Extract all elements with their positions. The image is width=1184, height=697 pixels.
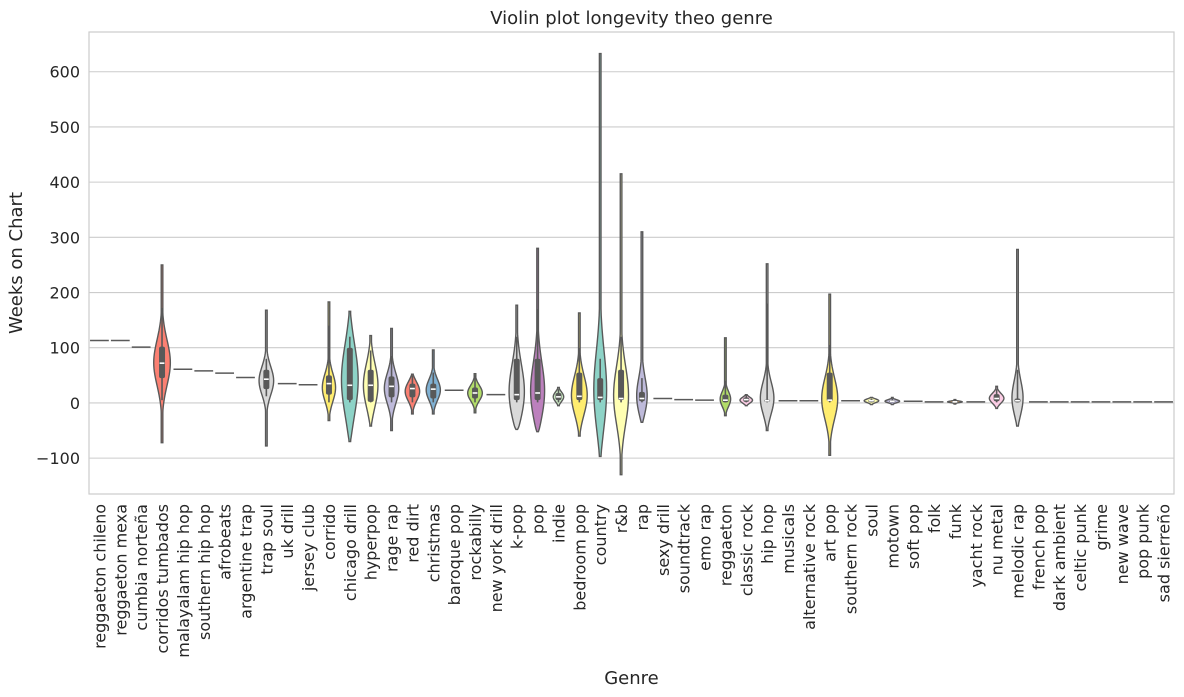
y-tick-label: 400 (49, 173, 80, 192)
violin-body (635, 231, 648, 423)
y-tick-label: 100 (49, 339, 80, 358)
x-tick-label: afrobeats (216, 504, 235, 580)
y-tick-label: −100 (36, 449, 80, 468)
violin-body (612, 173, 630, 476)
x-tick-label: corridos tumbados (153, 504, 172, 654)
y-tick-labels: −100 0 100 200 300 400 500 600 (36, 63, 80, 468)
y-tick-label: 500 (49, 118, 80, 137)
x-tick-label: hyperpop (362, 504, 381, 580)
violin-box (576, 372, 583, 401)
y-axis-title: Weeks on Chart (6, 192, 27, 334)
x-tick-label: musicals (779, 504, 798, 574)
y-tick-label: 600 (49, 63, 80, 82)
x-tick-label: reggaeton (716, 504, 735, 586)
violin-box (993, 394, 1000, 402)
x-tick-label: celtic punk (1071, 503, 1090, 591)
x-axis-title: Genre (604, 668, 659, 689)
x-tick-label: red dirt (403, 504, 422, 563)
x-tick-label: christmas (424, 504, 443, 582)
x-tick-label: trap soul (257, 504, 276, 575)
x-tick-label: southern rock (842, 503, 861, 614)
x-tick-labels: reggaeton chileno reggaeton mexa cumbia no… (90, 503, 1173, 657)
x-tick-label: yacht rock (967, 503, 986, 587)
plot-frame (88, 31, 1175, 495)
violin-body (719, 337, 732, 417)
x-tick-label: soundtrack (675, 503, 694, 593)
grid (89, 71, 1174, 459)
x-tick-label: k-pop (508, 504, 527, 549)
x-tick-label: rap (633, 504, 652, 531)
violin-body (593, 52, 608, 458)
x-tick-label: dark ambient (1050, 504, 1069, 611)
x-tick-label: reggaeton chileno (90, 504, 109, 649)
x-tick-label: grime (1092, 504, 1111, 551)
y-tick-label: 0 (70, 394, 80, 413)
violin-box (409, 383, 416, 398)
x-tick-label: r&b (612, 504, 631, 533)
x-tick-label: indie (549, 504, 568, 543)
violin-body (1011, 248, 1024, 427)
x-tick-label: pop (529, 504, 548, 534)
x-tick-label: uk drill (278, 504, 297, 559)
x-tick-label: soul (862, 504, 881, 537)
x-tick-label: french pop (1029, 504, 1048, 590)
x-tick-label: southern hip hop (195, 504, 214, 640)
x-tick-label: rage rap (383, 504, 402, 572)
violin-box (618, 369, 625, 401)
x-tick-label: folk (925, 503, 944, 533)
x-tick-label: sad sierreño (1155, 504, 1174, 602)
x-tick-label: emo rap (696, 504, 715, 571)
y-tick-label: 300 (49, 228, 80, 247)
x-tick-label: alternative rock (800, 503, 819, 630)
violin-box (346, 347, 353, 401)
x-tick-label: new wave (1113, 504, 1132, 584)
x-tick-label: baroque pop (445, 504, 464, 605)
x-tick-label: hip hop (758, 504, 777, 564)
violin-box (534, 358, 541, 401)
x-tick-label: nu metal (988, 504, 1007, 575)
x-tick-label: country (591, 504, 610, 565)
violin-box (826, 372, 833, 402)
x-tick-label: jersey club (299, 504, 318, 592)
x-tick-label: cumbia norteña (132, 504, 151, 631)
x-tick-label: pop punk (1134, 503, 1153, 579)
x-tick-label: melodic rap (1009, 504, 1028, 599)
x-tick-label: classic rock (737, 503, 756, 596)
x-tick-label: art pop (821, 504, 840, 562)
violin-box (638, 391, 645, 402)
x-tick-label: argentine trap (236, 504, 255, 619)
x-tick-label: rockabilly (466, 504, 485, 581)
violin-box (325, 375, 332, 395)
violin-box (722, 394, 729, 403)
x-tick-label: chicago drill (341, 504, 360, 601)
violin-box (513, 358, 520, 401)
violin-box (597, 378, 604, 401)
x-tick-label: funk (946, 503, 965, 539)
y-tick-label: 200 (49, 284, 80, 303)
x-tick-label: corrido (320, 504, 339, 560)
x-tick-label: sexy drill (654, 504, 673, 576)
violin-box (430, 383, 437, 399)
x-tick-label: malayalam hip hop (174, 504, 193, 658)
violins (90, 52, 1173, 476)
x-tick-label: new york drill (487, 504, 506, 612)
x-tick-label: reggaeton mexa (111, 504, 130, 636)
chart-title: Violin plot longevity theo genre (490, 8, 773, 29)
x-tick-label: motown (883, 504, 902, 569)
violin-box (159, 346, 166, 379)
x-tick-label: bedroom pop (570, 504, 589, 611)
x-tick-label: soft pop (904, 504, 923, 569)
